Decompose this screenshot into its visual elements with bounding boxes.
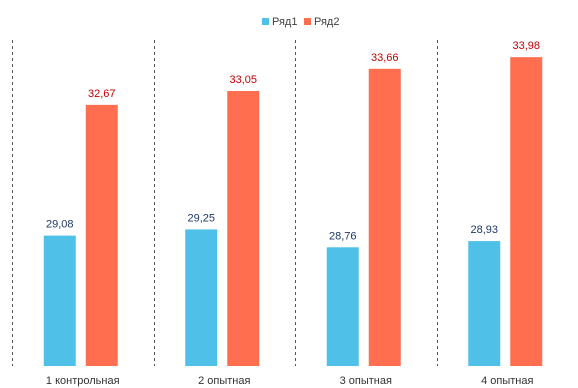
bar-series — [43, 57, 543, 367]
value-label-2-1: 32,67 — [88, 88, 116, 100]
data-labels: 29,08 32,67 29,25 33,05 28,76 33,66 28,93 33,98 — [46, 40, 540, 242]
legend-label-1: Ряд1 — [272, 16, 297, 28]
bar-1-1 — [43, 235, 76, 366]
value-label-2-2: 33,05 — [229, 74, 257, 86]
category-separators — [12, 40, 438, 366]
bar-1-2 — [185, 229, 218, 366]
legend-swatch-1 — [262, 18, 269, 25]
legend-label-2: Ряд2 — [314, 16, 339, 28]
category-label-1: 1 контрольная — [46, 375, 120, 387]
bar-2-1 — [85, 104, 118, 366]
category-label-2: 2 опытная — [198, 375, 250, 387]
category-label-3: 3 опытная — [340, 375, 392, 387]
category-label-4: 4 опытная — [481, 375, 533, 387]
value-label-1-2: 29,25 — [187, 212, 215, 224]
value-label-1-1: 29,08 — [46, 219, 74, 231]
value-label-1-3: 28,76 — [329, 230, 357, 242]
category-labels: 1 контрольная 2 опытная 3 опытная 4 опытная — [46, 375, 534, 387]
bar-1-4 — [468, 241, 501, 366]
value-label-2-3: 33,66 — [371, 52, 399, 64]
bar-1-3 — [326, 247, 359, 366]
chart-legend: Ряд1 Ряд2 — [262, 16, 339, 28]
value-label-2-4: 33,98 — [512, 40, 540, 52]
bar-2-2 — [227, 91, 260, 366]
value-label-1-4: 28,93 — [470, 224, 498, 236]
bar-2-4 — [510, 57, 543, 366]
legend-swatch-2 — [304, 18, 311, 25]
bar-2-3 — [368, 68, 401, 367]
